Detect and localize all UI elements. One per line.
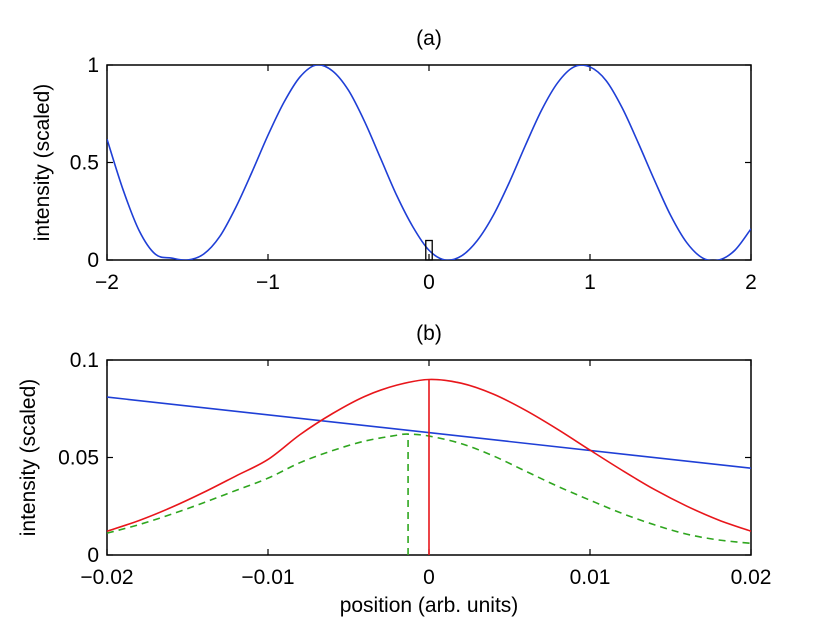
x-tick-label: 0.02: [731, 566, 772, 589]
zoom-region-box: [425, 239, 433, 261]
y-tick-label: 0.05: [58, 447, 99, 470]
x-tick-label: 0: [423, 271, 435, 294]
panel-title: (b): [416, 322, 442, 345]
x-tick-label: −0.02: [80, 566, 133, 589]
y-tick-label: 0: [87, 544, 99, 567]
plot-area: [107, 378, 751, 555]
y-axis-label: intensity (scaled): [31, 84, 54, 242]
panel-title: (a): [416, 27, 442, 50]
y-tick-label: 0.5: [70, 152, 99, 175]
x-tick-label: −0.01: [241, 566, 294, 589]
x-tick-label: 2: [745, 271, 757, 294]
x-tick-label: 0.01: [570, 566, 611, 589]
panel-b: (b) −0.02 −0.01 0 0.01 0.02 0 0.05 0.1 intensity …: [17, 322, 771, 617]
x-tick-label: 1: [584, 271, 596, 294]
panel-a: (a) −2 −1 0 1 2 0 0.5 1 intensity (scaled): [31, 27, 757, 294]
y-tick-label: 0.1: [70, 349, 99, 372]
series-line-0: [107, 65, 751, 260]
x-axis-label: position (arb. units): [340, 594, 519, 617]
series-line-2: [107, 433, 751, 545]
axes-box: [106, 64, 752, 261]
y-axis-label: intensity (scaled): [17, 379, 40, 537]
plot-area: [107, 65, 751, 260]
y-tick-label: 0: [87, 249, 99, 272]
x-tick-label: −2: [95, 271, 119, 294]
x-tick-label: 0: [423, 566, 435, 589]
x-tick-label: −1: [256, 271, 280, 294]
y-tick-label: 1: [87, 54, 99, 77]
